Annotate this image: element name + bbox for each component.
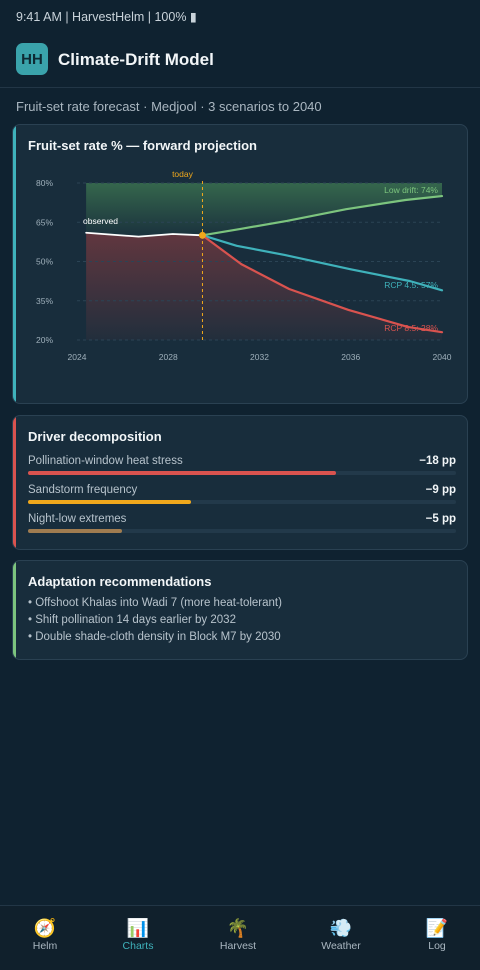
app-header: HH Climate-Drift Model (0, 40, 480, 88)
series-line (201, 194, 444, 237)
driver-row: Sandstorm frequency −9 pp (28, 484, 456, 510)
compass-icon: 🧭 (33, 918, 57, 938)
y-tick-label: 50% (36, 257, 53, 267)
today-label: today (172, 169, 194, 179)
driver-label: Pollination-window heat stress (28, 455, 183, 467)
tab-weather[interactable]: 💨 Weather (296, 916, 386, 952)
driver-label: Night-low extremes (28, 513, 127, 525)
driver-row: Pollination-window heat stress −18 pp (28, 455, 456, 481)
app-logo: HH (16, 43, 48, 75)
series-line (201, 234, 444, 292)
page-subtitle: Fruit-set rate forecast · Medjool · 3 sc… (16, 99, 322, 114)
palm-tree-icon: 🌴 (226, 918, 250, 938)
driver-row: Night-low extremes −5 pp (28, 513, 456, 539)
drivers-card-title: Driver decomposition (28, 429, 162, 444)
driver-bar (28, 471, 337, 475)
upside-band (86, 183, 442, 237)
recommendation-item: • Double shade-cloth density in Block M7… (28, 631, 281, 643)
bar-chart-icon: 📊 (126, 918, 150, 938)
recommendations-card: Adaptation recommendations • Offshoot Kh… (12, 560, 468, 660)
tab-label: Charts (122, 940, 154, 952)
app-title: Climate-Drift Model (58, 50, 214, 69)
bottom-tab-bar: 🧭 Helm 📊 Charts 🌴 Harvest 💨 Weather 📝 Lo… (0, 905, 480, 970)
driver-track (28, 500, 456, 504)
y-tick-label: 20% (36, 335, 53, 345)
driver-bar (28, 529, 123, 533)
today-point (198, 231, 206, 239)
wind-icon: 💨 (329, 918, 353, 938)
driver-label: Sandstorm frequency (28, 484, 138, 496)
tab-log[interactable]: 📝 Log (392, 916, 480, 952)
projection-chart: 80% 65% 50% 35% 20% 2024 2028 2032 2036 2040 today… (36, 169, 452, 362)
memo-icon: 📝 (425, 918, 449, 938)
series-label: observed (83, 216, 118, 226)
tab-label: Helm (32, 940, 58, 952)
recommendation-item: • Offshoot Khalas into Wadi 7 (more heat… (28, 597, 282, 609)
x-tick-label: 2040 (433, 352, 452, 362)
series-line (85, 231, 204, 238)
downside-band (86, 232, 442, 340)
recommendation-item: • Shift pollination 14 days earlier by 2… (28, 614, 236, 626)
x-tick-label: 2028 (159, 352, 178, 362)
driver-bar (28, 500, 191, 504)
recs-card-title: Adaptation recommendations (28, 574, 212, 589)
chart-card-title: Fruit-set rate % — forward projection (28, 138, 257, 153)
series-label: Low drift: 74% (384, 185, 438, 195)
y-tick-label: 80% (36, 178, 53, 188)
tab-label: Harvest (219, 940, 257, 952)
x-tick-label: 2036 (341, 352, 360, 362)
tab-label: Weather (321, 940, 361, 952)
driver-value: −5 pp (425, 513, 456, 525)
driver-value: −9 pp (425, 484, 456, 496)
y-tick-label: 65% (36, 217, 53, 227)
x-tick-label: 2032 (250, 352, 269, 362)
driver-value: −18 pp (419, 455, 456, 467)
driver-track (28, 471, 456, 475)
driver-decomposition-card: Driver decomposition Pollination-window … (12, 415, 468, 550)
tab-charts[interactable]: 📊 Charts (93, 916, 183, 952)
projection-chart-card: 80% 65% 50% 35% 20% 2024 2028 2032 2036 2040 today… (12, 124, 468, 404)
series-label: RCP 4.5: 57% (384, 280, 438, 290)
y-tick-label: 35% (36, 296, 53, 306)
series-line (201, 234, 444, 334)
tab-label: Log (428, 940, 446, 952)
x-tick-label: 2024 (68, 352, 87, 362)
driver-track (28, 529, 456, 533)
tab-harvest[interactable]: 🌴 Harvest (193, 916, 283, 952)
tab-helm[interactable]: 🧭 Helm (0, 916, 90, 952)
series-label: RCP 8.5: 28% (384, 323, 438, 333)
status-bar: 9:41 AM | HarvestHelm | 100% ▮ (16, 10, 197, 24)
